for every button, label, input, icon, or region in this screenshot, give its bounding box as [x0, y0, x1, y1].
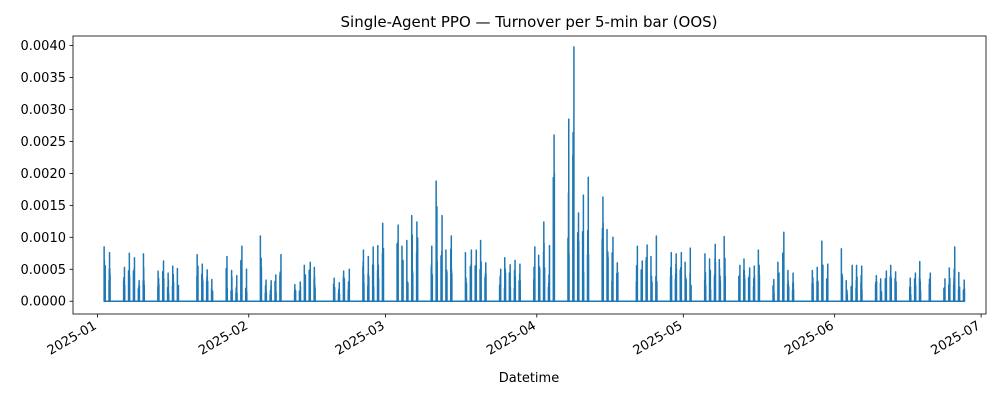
axes-frame [72, 35, 987, 315]
x-axis-label: Datetime [499, 371, 559, 386]
y-tick-label: 0.0035 [21, 71, 67, 86]
y-tick-label: 0.0000 [21, 295, 67, 310]
y-tick-label: 0.0010 [21, 231, 67, 246]
turnover-series-line [103, 46, 966, 302]
chart-title: Single-Agent PPO — Turnover per 5-min ba… [341, 13, 718, 31]
y-tick-label: 0.0015 [21, 199, 67, 214]
plot-area [103, 46, 966, 302]
y-tick-label: 0.0040 [21, 39, 67, 54]
y-tick-label: 0.0030 [21, 103, 67, 118]
y-tick-label: 0.0020 [21, 167, 67, 182]
y-tick-label: 0.0005 [21, 263, 67, 278]
y-tick-label: 0.0025 [21, 135, 67, 150]
